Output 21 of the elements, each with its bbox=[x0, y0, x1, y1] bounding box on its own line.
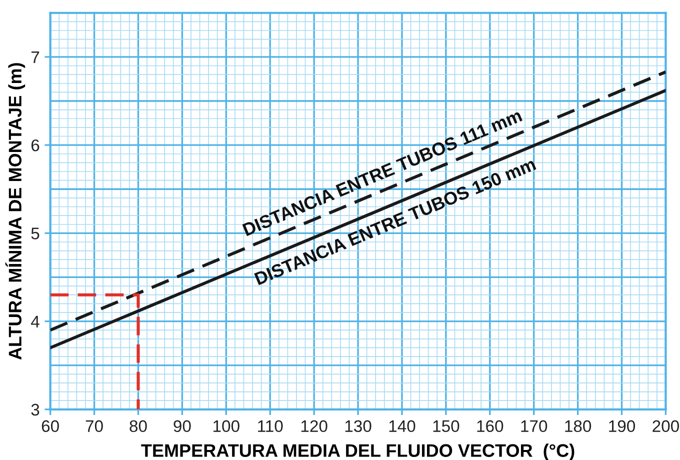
x-tick-label: 190 bbox=[609, 420, 636, 432]
x-tick-label: 140 bbox=[389, 420, 416, 432]
y-tick-label: 3 bbox=[31, 404, 40, 416]
x-tick-label: 90 bbox=[174, 420, 191, 432]
x-tick-label: 70 bbox=[86, 420, 103, 432]
x-tick-label: 170 bbox=[521, 420, 548, 432]
x-tick-label: 80 bbox=[130, 420, 147, 432]
x-tick-label: 150 bbox=[433, 420, 460, 432]
x-tick-label: 180 bbox=[565, 420, 592, 432]
x-tick-label: 200 bbox=[652, 420, 679, 432]
y-axis-title: ALTURA MÍNIMA DE MONTAJE (m) bbox=[5, 63, 26, 360]
x-tick-label: 100 bbox=[214, 420, 240, 432]
x-tick-label: 130 bbox=[345, 420, 372, 432]
x-tick-label: 160 bbox=[477, 420, 504, 432]
x-tick-label: 120 bbox=[301, 420, 328, 432]
y-tick-label: 4 bbox=[31, 316, 40, 328]
y-tick-label: 5 bbox=[31, 228, 40, 240]
y-tick-label: 6 bbox=[31, 139, 40, 152]
x-tick-label: 60 bbox=[42, 420, 59, 432]
x-tick-label: 110 bbox=[258, 420, 283, 432]
y-tick-label: 7 bbox=[31, 52, 40, 63]
